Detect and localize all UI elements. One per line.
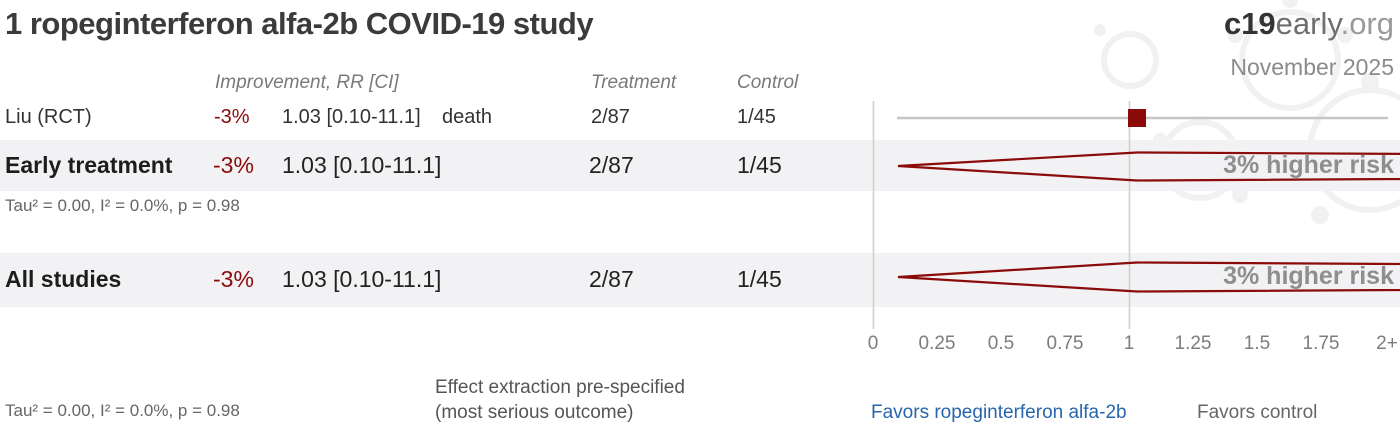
effect-extraction-note-line2: (most serious outcome) <box>435 402 634 423</box>
all-studies-band <box>0 253 1400 307</box>
summary-improvement: -3% <box>213 266 254 292</box>
study-outcome: death <box>442 106 493 128</box>
study-rr-ci: 1.03 [0.10-11.1] <box>282 106 421 128</box>
axis-tick-075: 0.75 <box>1046 333 1084 354</box>
favors-control-label: Favors control <box>1197 402 1318 423</box>
all-studies-effect-label: 3% higher risk <box>1223 262 1394 290</box>
report-date: November 2025 <box>1230 54 1394 80</box>
favors-treatment-link[interactable]: Favors ropeginterferon alfa-2b <box>871 402 1127 423</box>
axis-tick-05: 0.5 <box>987 333 1015 354</box>
summary-name: All studies <box>5 266 122 292</box>
summary-improvement: -3% <box>213 152 254 178</box>
study-improvement: -3% <box>214 106 250 128</box>
early-treatment-band <box>0 140 1400 191</box>
logo-org: .org <box>1340 6 1394 41</box>
column-header-improvement: Improvement, RR [CI] <box>215 72 399 93</box>
summary-rr-ci: 1.03 [0.10-11.1] <box>282 152 442 178</box>
axis-tick-2plus: 2+ <box>1376 333 1398 354</box>
summary-control-events: 1/45 <box>737 266 782 292</box>
summary-rr-ci: 1.03 [0.10-11.1] <box>282 266 442 292</box>
summary-control-events: 1/45 <box>737 152 782 178</box>
summary-treatment-events: 2/87 <box>589 266 634 292</box>
axis-tick-125: 1.25 <box>1174 333 1212 354</box>
axis-tick-15: 1.5 <box>1243 333 1271 354</box>
overall-heterogeneity-stats: Tau² = 0.00, I² = 0.0%, p = 0.98 <box>5 401 240 420</box>
page-title: 1 ropeginterferon alfa-2b COVID-19 study <box>5 6 594 41</box>
axis-tick-175: 1.75 <box>1302 333 1340 354</box>
study-treatment-events: 2/87 <box>591 106 630 128</box>
early-treatment-effect-label: 3% higher risk <box>1223 151 1394 179</box>
logo-early: early <box>1275 6 1341 41</box>
summary-treatment-events: 2/87 <box>589 152 634 178</box>
logo-c19: c19 <box>1223 6 1276 41</box>
column-header-treatment: Treatment <box>591 72 677 93</box>
effect-extraction-note-line1: Effect extraction pre-specified <box>435 377 685 398</box>
site-logo[interactable]: c19early.org <box>1224 6 1394 42</box>
axis-tick-1: 1 <box>1123 333 1135 354</box>
study-control-events: 1/45 <box>737 106 776 128</box>
study-name: Liu (RCT) <box>5 106 92 128</box>
axis-tick-025: 0.25 <box>918 333 956 354</box>
column-header-control: Control <box>737 72 799 93</box>
summary-name: Early treatment <box>5 152 173 178</box>
heterogeneity-stats: Tau² = 0.00, I² = 0.0%, p = 0.98 <box>5 196 240 215</box>
liu-point-marker <box>1128 109 1146 127</box>
axis-tick-0: 0 <box>867 333 879 354</box>
